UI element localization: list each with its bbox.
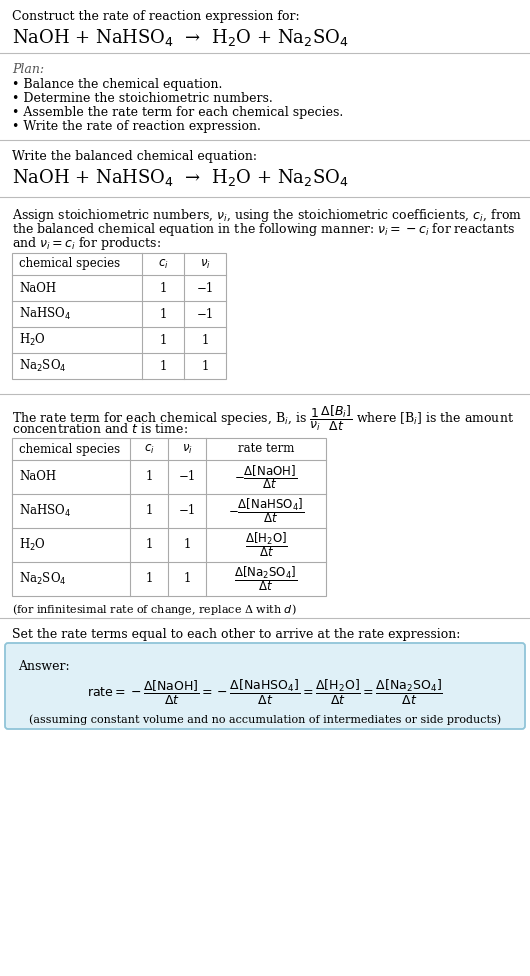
Text: 1: 1 <box>201 334 209 346</box>
Bar <box>12 438 326 596</box>
Text: 1: 1 <box>145 539 153 551</box>
Text: −1: −1 <box>197 307 214 320</box>
Text: −1: −1 <box>179 470 196 483</box>
Text: • Determine the stoichiometric numbers.: • Determine the stoichiometric numbers. <box>12 92 273 105</box>
Text: 1: 1 <box>160 334 167 346</box>
Text: (for infinitesimal rate of change, replace Δ with $d$): (for infinitesimal rate of change, repla… <box>12 602 297 617</box>
Text: (assuming constant volume and no accumulation of intermediates or side products): (assuming constant volume and no accumul… <box>29 714 501 724</box>
Text: • Assemble the rate term for each chemical species.: • Assemble the rate term for each chemic… <box>12 106 343 119</box>
Text: 1: 1 <box>201 359 209 373</box>
Text: Plan:: Plan: <box>12 63 44 76</box>
Text: Set the rate terms equal to each other to arrive at the rate expression:: Set the rate terms equal to each other t… <box>12 628 461 641</box>
Text: NaHSO$_4$: NaHSO$_4$ <box>19 503 71 519</box>
Text: 1: 1 <box>183 539 191 551</box>
Text: NaOH: NaOH <box>19 470 56 483</box>
Text: 1: 1 <box>145 470 153 483</box>
Text: rate term: rate term <box>238 442 294 456</box>
Text: 1: 1 <box>160 307 167 320</box>
Text: H$_2$O: H$_2$O <box>19 537 46 553</box>
Text: Write the balanced chemical equation:: Write the balanced chemical equation: <box>12 150 257 163</box>
Text: $\dfrac{\Delta[\mathrm{H_2O}]}{\Delta t}$: $\dfrac{\Delta[\mathrm{H_2O}]}{\Delta t}… <box>244 531 287 559</box>
Text: chemical species: chemical species <box>19 258 120 270</box>
Text: Assign stoichiometric numbers, $\nu_i$, using the stoichiometric coefficients, $: Assign stoichiometric numbers, $\nu_i$, … <box>12 207 522 224</box>
Text: −1: −1 <box>197 281 214 295</box>
Text: 1: 1 <box>145 573 153 586</box>
Text: 1: 1 <box>145 505 153 517</box>
Text: • Balance the chemical equation.: • Balance the chemical equation. <box>12 78 223 91</box>
Text: −1: −1 <box>179 505 196 517</box>
Bar <box>12 253 226 379</box>
Text: the balanced chemical equation in the following manner: $\nu_i = -c_i$ for react: the balanced chemical equation in the fo… <box>12 221 515 238</box>
FancyBboxPatch shape <box>5 643 525 729</box>
Text: and $\nu_i = c_i$ for products:: and $\nu_i = c_i$ for products: <box>12 235 161 252</box>
Text: • Write the rate of reaction expression.: • Write the rate of reaction expression. <box>12 120 261 133</box>
Text: $-\dfrac{\Delta[\mathrm{NaOH}]}{\Delta t}$: $-\dfrac{\Delta[\mathrm{NaOH}]}{\Delta t… <box>234 464 297 491</box>
Text: NaHSO$_4$: NaHSO$_4$ <box>19 305 71 322</box>
Text: chemical species: chemical species <box>19 442 120 456</box>
Text: $c_i$: $c_i$ <box>144 442 154 456</box>
Text: NaOH: NaOH <box>19 281 56 295</box>
Text: 1: 1 <box>160 359 167 373</box>
Text: $\nu_i$: $\nu_i$ <box>200 258 210 270</box>
Text: concentration and $t$ is time:: concentration and $t$ is time: <box>12 422 188 436</box>
Text: $\mathrm{rate} = -\dfrac{\Delta[\mathrm{NaOH}]}{\Delta t} = -\dfrac{\Delta[\math: $\mathrm{rate} = -\dfrac{\Delta[\mathrm{… <box>87 677 443 707</box>
Text: $-\dfrac{\Delta[\mathrm{NaHSO_4}]}{\Delta t}$: $-\dfrac{\Delta[\mathrm{NaHSO_4}]}{\Delt… <box>228 497 304 525</box>
Text: $\dfrac{\Delta[\mathrm{Na_2SO_4}]}{\Delta t}$: $\dfrac{\Delta[\mathrm{Na_2SO_4}]}{\Delt… <box>234 564 298 593</box>
Text: NaOH + NaHSO$_4$  →  H$_2$O + Na$_2$SO$_4$: NaOH + NaHSO$_4$ → H$_2$O + Na$_2$SO$_4$ <box>12 167 349 188</box>
Text: 1: 1 <box>183 573 191 586</box>
Text: NaOH + NaHSO$_4$  →  H$_2$O + Na$_2$SO$_4$: NaOH + NaHSO$_4$ → H$_2$O + Na$_2$SO$_4$ <box>12 27 349 48</box>
Text: Answer:: Answer: <box>18 660 69 673</box>
Text: $c_i$: $c_i$ <box>157 258 169 270</box>
Text: Na$_2$SO$_4$: Na$_2$SO$_4$ <box>19 571 67 587</box>
Text: $\nu_i$: $\nu_i$ <box>182 442 192 456</box>
Text: 1: 1 <box>160 281 167 295</box>
Text: The rate term for each chemical species, B$_i$, is $\dfrac{1}{\nu_i}\dfrac{\Delt: The rate term for each chemical species,… <box>12 404 514 433</box>
Text: H$_2$O: H$_2$O <box>19 332 46 348</box>
Text: Construct the rate of reaction expression for:: Construct the rate of reaction expressio… <box>12 10 299 23</box>
Text: Na$_2$SO$_4$: Na$_2$SO$_4$ <box>19 358 67 374</box>
